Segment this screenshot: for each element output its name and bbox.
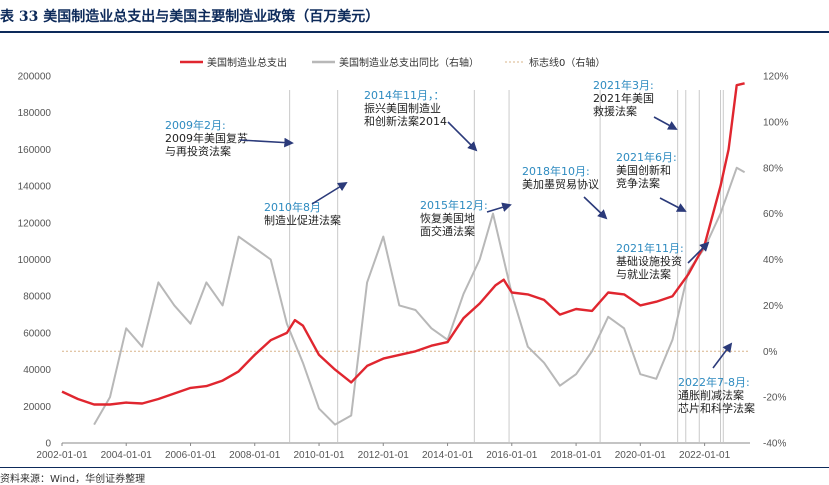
y-left-tick-label: 140000 xyxy=(18,182,52,193)
annotation-arrow xyxy=(584,197,606,218)
annotation-arrow xyxy=(448,122,476,150)
annotation-date: 2018年10月: xyxy=(522,164,590,178)
annotation-text: 面交通法案 xyxy=(420,224,475,238)
x-tick-label: 2020-01-01 xyxy=(615,450,667,461)
legend-zero-label: 标志线0（右轴） xyxy=(529,56,605,69)
x-tick-label: 2016-01-01 xyxy=(486,450,538,461)
annotation-text: 芯片和科学法案 xyxy=(678,401,755,415)
x-tick-label: 2022-01-01 xyxy=(679,450,731,461)
annotation-date: 2022年7-8月: xyxy=(678,375,750,389)
annotation-arrow xyxy=(312,183,346,204)
x-tick-label: 2002-01-01 xyxy=(36,450,88,461)
x-tick-label: 2004-01-01 xyxy=(101,450,153,461)
annotation-arrow xyxy=(487,205,510,212)
annotation-text: 和创新法案2014 xyxy=(364,114,447,128)
x-tick-label: 2014-01-01 xyxy=(422,450,474,461)
annotation-date: 2015年12月: xyxy=(420,198,488,212)
annotation-date: 2021年3月: xyxy=(593,78,654,92)
y-right-tick-label: 20% xyxy=(763,301,783,312)
annotation-text: 与再投资法案 xyxy=(165,144,231,158)
annotation-date: 2009年2月: xyxy=(165,118,226,132)
source-note: 资料来源：Wind，华创证券整理 xyxy=(0,470,145,485)
annotation-text: 2009年美国复苏 xyxy=(165,131,248,145)
legend-yoy-label: 美国制造业总支出同比（右轴） xyxy=(339,56,479,69)
y-right-tick-label: 120% xyxy=(763,72,789,83)
annotation-text: 制造业促进法案 xyxy=(264,213,341,227)
y-left-tick-label: 200000 xyxy=(18,72,52,83)
annotation-text: 救援法案 xyxy=(593,104,637,118)
y-right-tick-label: 40% xyxy=(763,255,783,266)
x-tick-label: 2008-01-01 xyxy=(229,450,281,461)
annotation-arrow xyxy=(688,243,708,263)
y-left-tick-label: 80000 xyxy=(23,292,51,303)
y-left-tick-label: 0 xyxy=(45,439,51,450)
y-left-tick-label: 40000 xyxy=(23,365,51,376)
y-right-tick-label: 0% xyxy=(763,347,778,358)
y-right-tick-label: -20% xyxy=(763,393,786,404)
annotation-text: 恢复美国地 xyxy=(420,211,475,225)
annotation-text: 与就业法案 xyxy=(616,267,671,281)
x-tick-label: 2010-01-01 xyxy=(293,450,345,461)
x-tick-label: 2006-01-01 xyxy=(165,450,217,461)
annotation-date: 2014年11月，： xyxy=(364,88,445,102)
y-right-tick-label: -40% xyxy=(763,439,786,450)
y-right-tick-label: 60% xyxy=(763,209,783,220)
annotation-arrow xyxy=(713,344,731,368)
annotation-text: 竞争法案 xyxy=(616,176,660,190)
y-right-tick-label: 100% xyxy=(763,117,789,128)
annotation-text: 通胀削减法案 xyxy=(678,388,744,402)
annotation-date: 2021年6月: xyxy=(616,150,677,164)
annotation-arrow xyxy=(660,198,685,211)
annotation-date: 2010年8月 xyxy=(264,200,321,214)
y-left-tick-label: 120000 xyxy=(18,218,52,229)
annotation-arrow xyxy=(654,117,676,129)
y-right-tick-label: 80% xyxy=(763,163,783,174)
annotation-text: 基础设施投资 xyxy=(616,254,682,268)
annotation-text: 美国创新和 xyxy=(616,163,671,177)
annotation-date: 2021年11月: xyxy=(616,241,684,255)
annotation-text: 振兴美国制造业 xyxy=(364,101,441,115)
x-tick-label: 2018-01-01 xyxy=(551,450,603,461)
y-left-tick-label: 160000 xyxy=(18,145,52,156)
y-left-tick-label: 60000 xyxy=(23,328,51,339)
x-tick-label: 2012-01-01 xyxy=(358,450,410,461)
annotation-text: 2021年美国 xyxy=(593,91,654,105)
y-left-tick-label: 100000 xyxy=(18,255,52,266)
legend-spending-label: 美国制造业总支出 xyxy=(207,56,287,69)
y-left-tick-label: 180000 xyxy=(18,108,52,119)
y-left-tick-label: 20000 xyxy=(23,402,51,413)
footer-rule xyxy=(0,467,829,468)
annotation-text: 美加墨贸易协议 xyxy=(522,177,599,191)
